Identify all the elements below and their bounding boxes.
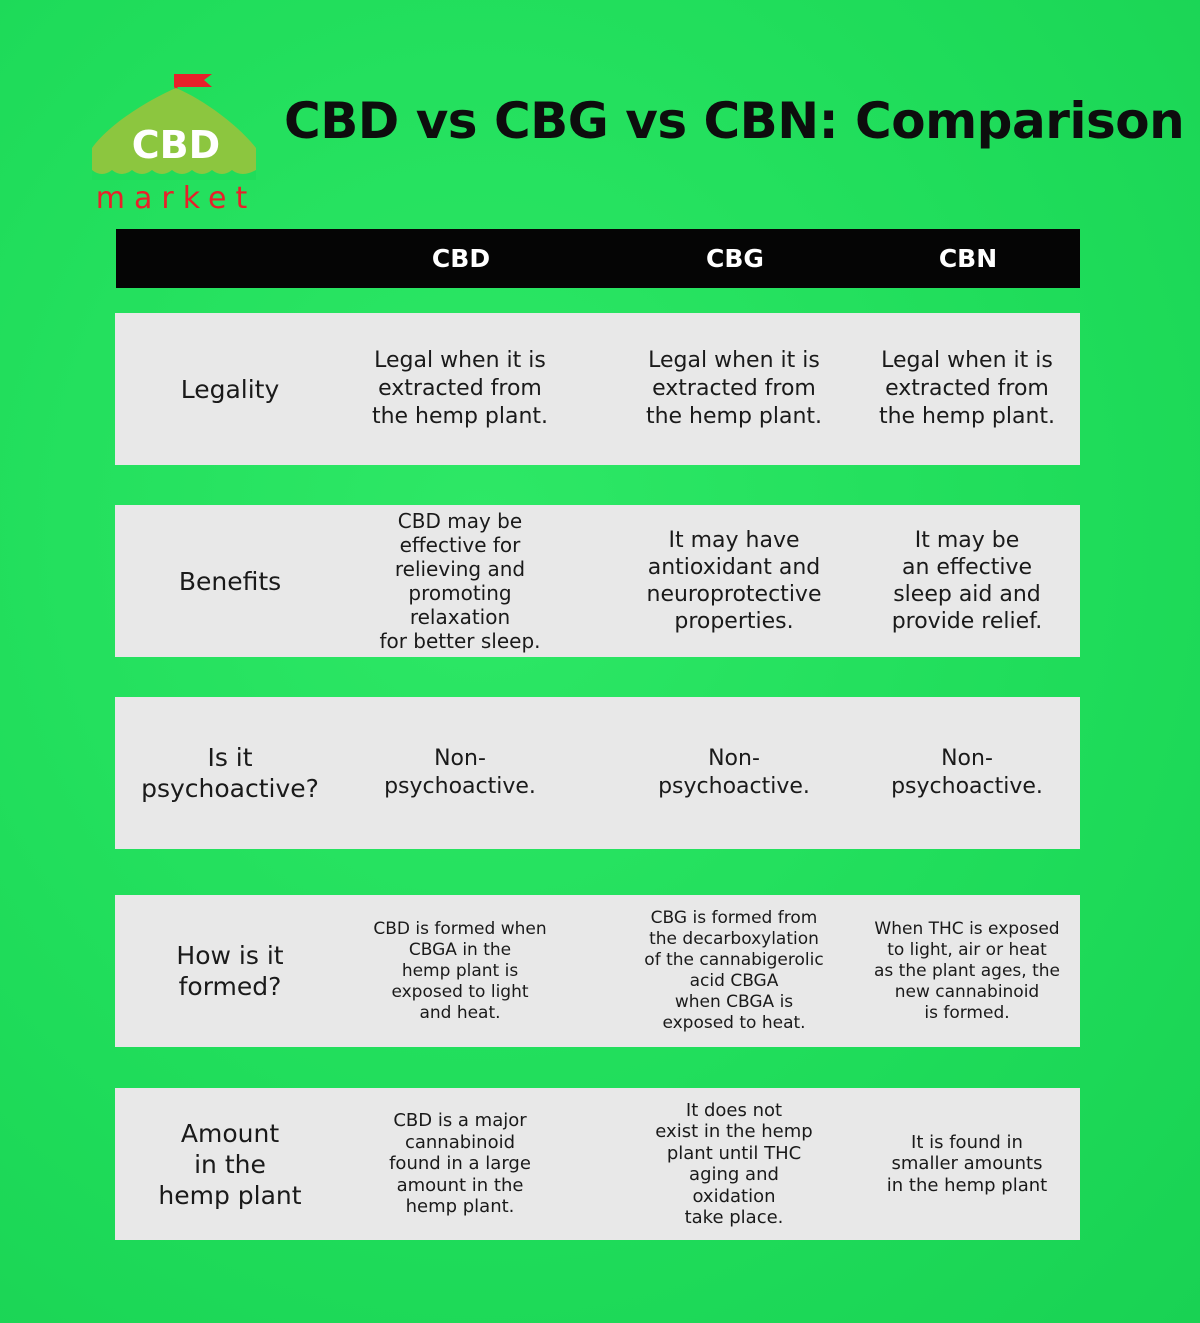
tent (92, 88, 256, 178)
table-header: CBD CBG CBN (116, 229, 1080, 288)
column-header: CBD (431, 244, 491, 273)
tent-scallop (92, 170, 256, 180)
table-row: Is it psychoactive? Non- psychoactive. Non… (115, 697, 1080, 849)
cell-text: Legal when it is extracted from the hemp… (645, 348, 823, 429)
flag (174, 74, 212, 87)
cell-text: When THC is exposed to light, air or hea… (874, 918, 1060, 1023)
cell-text: It may have antioxidant and neuroprotect… (646, 528, 822, 634)
cell-text: It does not exist in the hemp plant unti… (655, 1099, 813, 1229)
cell-text: Legal when it is extracted from the hemp… (878, 348, 1056, 429)
cell-text: Non- psychoactive. (891, 746, 1043, 799)
row-label: Amount in the hemp plant (158, 1118, 302, 1210)
table-row: Amount in the hemp plant CBD is a major c… (115, 1088, 1080, 1240)
cell-text: Non- psychoactive. (658, 746, 810, 799)
cell-text: Non- psychoactive. (384, 746, 536, 799)
column-header: CBG (706, 244, 764, 273)
table-row: How is it formed? CBD is formed when CBGA… (115, 895, 1080, 1047)
cell-text: CBD is a major cannabinoid found in a la… (389, 1110, 531, 1218)
logo-brand: CBD (132, 123, 220, 167)
cell-text: CBG is formed from the decarboxylation o… (644, 908, 824, 1033)
cell-text: Legal when it is extracted from the hemp… (371, 348, 549, 429)
table-row: Benefits CBD may be effective for relievi… (115, 505, 1080, 657)
title: CBD vs CBG vs CBN: Comparison (284, 92, 1185, 150)
table-row: Legality Legal when it is extracted from … (115, 313, 1080, 465)
row-label: Benefits (178, 566, 282, 596)
row-label: How is it formed? (176, 941, 284, 1001)
logo-tagline: market (96, 181, 256, 215)
cell-text: CBD is formed when CBGA in the hemp plan… (373, 918, 547, 1023)
column-header: CBN (938, 244, 998, 273)
cell-text: CBD may be effective for relieving and p… (379, 509, 541, 653)
logo: CBD market (92, 74, 256, 215)
cell-text: It is found in smaller amounts in the he… (886, 1131, 1048, 1196)
row-label: Legality (180, 374, 280, 404)
row-label: Is it psychoactive? (141, 743, 319, 803)
cell-text: It may be an effective sleep aid and pro… (891, 528, 1043, 634)
